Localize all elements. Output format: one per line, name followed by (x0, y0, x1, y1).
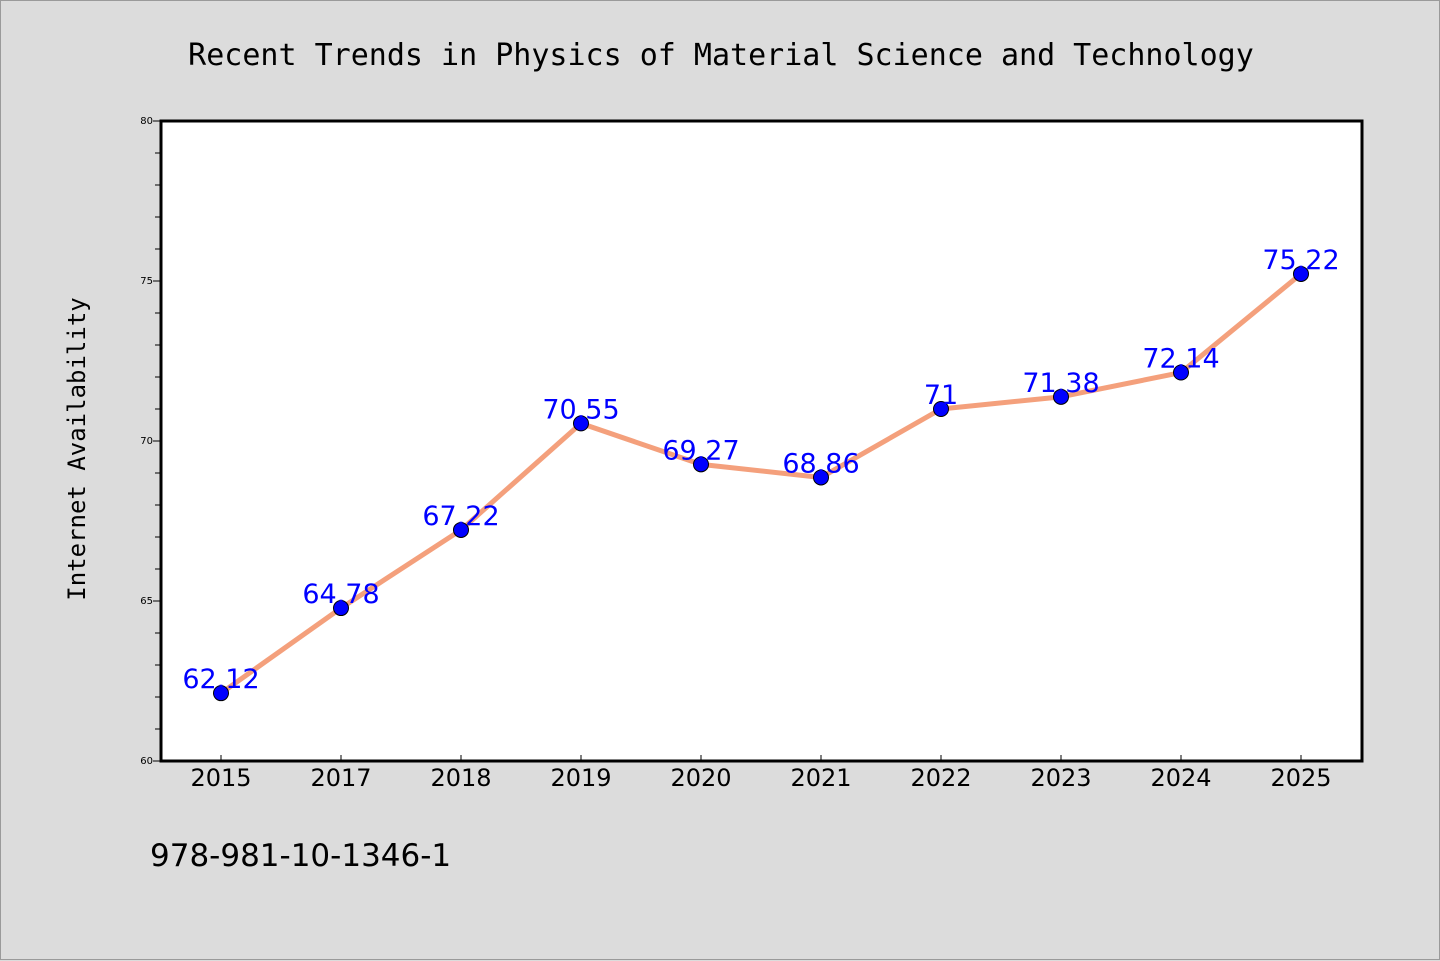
data-point (333, 600, 349, 617)
x-tick-label: 2017 (310, 764, 371, 792)
data-label: 72.14 (1142, 344, 1219, 375)
data-labels: 62.12 64.78 67.22 70.55 69.27 68.86 71 71.38 72.… (182, 245, 1339, 695)
y-axis: 60 65 70 75 80 (140, 116, 161, 767)
y-tick-label: 75 (140, 276, 153, 287)
x-tick-label: 2022 (910, 764, 971, 792)
data-label: 70.55 (542, 394, 619, 425)
data-point (213, 685, 229, 702)
x-tick-label: 2015 (190, 764, 251, 792)
data-point (693, 456, 709, 473)
data-label: 68.86 (782, 448, 859, 479)
data-point (933, 401, 949, 417)
x-tick-label: 2021 (790, 764, 851, 792)
x-tick-label: 2025 (1270, 764, 1331, 792)
y-tick-label: 60 (140, 756, 153, 767)
x-axis: 2015 2017 2018 2019 2020 2021 2022 2023 2024 2025 (190, 755, 1332, 792)
y-tick-label: 65 (140, 596, 153, 607)
data-label: 71.38 (1022, 368, 1099, 399)
chart-title: Recent Trends in Physics of Material Sci… (188, 38, 1254, 73)
y-axis-label: Internet Availability (63, 297, 91, 600)
x-tick-label: 2018 (430, 764, 491, 792)
series-line (218, 271, 1304, 696)
isbn-text: 978-981-10-1346-1 (150, 838, 451, 874)
y-tick-label: 70 (140, 436, 153, 447)
data-label: 75.22 (1262, 245, 1339, 276)
data-label: 64.78 (302, 579, 379, 610)
data-point (1053, 388, 1069, 405)
data-label: 62.12 (182, 664, 259, 695)
plot-area (159, 119, 1364, 763)
y-tick-label: 80 (140, 116, 153, 127)
x-tick-label: 2024 (1150, 764, 1211, 792)
data-point (573, 415, 589, 432)
data-point (1173, 364, 1189, 381)
data-point (1293, 265, 1309, 282)
data-label: 71 (924, 380, 958, 411)
x-tick-label: 2020 (670, 764, 731, 792)
x-tick-label: 2023 (1030, 764, 1091, 792)
x-tick-label: 2019 (550, 764, 611, 792)
data-point (813, 469, 829, 486)
data-label: 67.22 (422, 501, 499, 532)
series-layer (213, 265, 1309, 702)
data-point (453, 521, 469, 538)
data-label: 69.27 (662, 435, 739, 466)
